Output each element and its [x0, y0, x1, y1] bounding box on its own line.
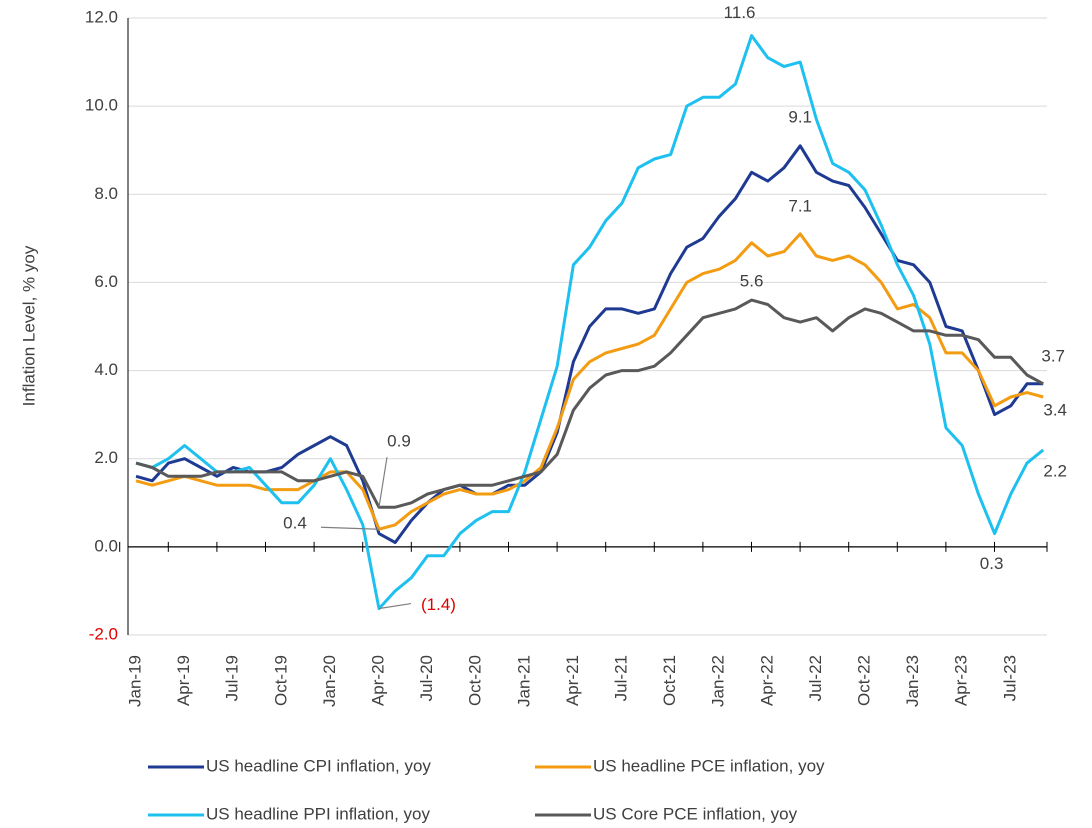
x-tick-label: Oct-20 — [466, 655, 485, 706]
data-label: 0.9 — [387, 432, 411, 451]
label-leader — [378, 602, 412, 610]
legend-label: US Core PCE inflation, yoy — [593, 804, 798, 823]
y-tick-label: -2.0 — [89, 624, 118, 643]
x-tick-label: Apr-19 — [174, 655, 193, 706]
data-label: 2.2 — [1043, 461, 1067, 480]
y-tick-label: 0.0 — [94, 536, 118, 555]
x-tick-label: Oct-19 — [271, 655, 290, 706]
x-tick-label: Oct-21 — [660, 655, 679, 706]
data-label: 5.6 — [740, 272, 764, 291]
y-tick-label: 8.0 — [94, 184, 118, 203]
series-line — [135, 34, 1045, 611]
label-leader — [378, 457, 388, 508]
data-label: 0.4 — [283, 514, 307, 533]
x-tick-label: Oct-22 — [854, 655, 873, 706]
x-tick-label: Jan-21 — [514, 655, 533, 707]
y-tick-label: 10.0 — [85, 96, 118, 115]
data-label: 7.1 — [788, 196, 812, 215]
x-tick-label: Jan-22 — [709, 655, 728, 707]
x-tick-label: Apr-23 — [952, 655, 971, 706]
x-tick-label: Apr-22 — [757, 655, 776, 706]
x-tick-label: Apr-21 — [563, 655, 582, 706]
data-label: 9.1 — [788, 107, 812, 126]
x-tick-label: Jul-21 — [611, 655, 630, 701]
legend-label: US headline CPI inflation, yoy — [206, 756, 431, 775]
x-tick-label: Apr-20 — [368, 655, 387, 706]
legend-label: US headline PPI inflation, yoy — [206, 804, 430, 823]
y-tick-label: 6.0 — [94, 272, 118, 291]
x-tick-label: Jan-19 — [125, 655, 144, 707]
series-line — [135, 298, 1044, 509]
data-label: 3.7 — [1041, 346, 1065, 365]
x-tick-label: Jul-19 — [223, 655, 242, 701]
data-label: 3.4 — [1043, 400, 1067, 419]
x-tick-label: Jul-22 — [806, 655, 825, 701]
y-tick-label: 4.0 — [94, 360, 118, 379]
series-line — [135, 144, 1044, 544]
data-label: 0.3 — [980, 554, 1004, 573]
x-tick-label: Jul-20 — [417, 655, 436, 701]
y-axis-label: Inflation Level, % yoy — [19, 245, 38, 406]
legend-label: US headline PCE inflation, yoy — [593, 756, 825, 775]
y-tick-label: 12.0 — [85, 7, 118, 26]
label-leader — [320, 526, 380, 530]
x-tick-label: Jan-20 — [320, 655, 339, 707]
series-line — [135, 232, 1044, 531]
data-label: (1.4) — [421, 595, 456, 614]
data-label: 11.6 — [724, 3, 756, 22]
x-tick-label: Jan-23 — [903, 655, 922, 707]
y-tick-label: 2.0 — [94, 448, 118, 467]
x-tick-label: Jul-23 — [1000, 655, 1019, 701]
